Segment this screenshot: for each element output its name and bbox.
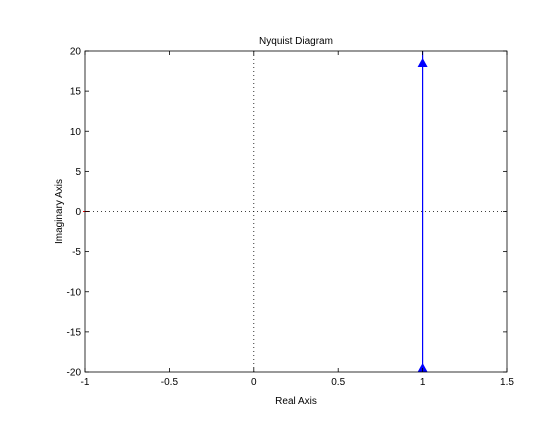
reference-lines <box>85 51 507 372</box>
plot-area <box>85 51 507 372</box>
y-tick-label: 5 <box>75 167 81 178</box>
x-tick-labels: -1 -0.5 0 0.5 1 1.5 <box>81 377 515 388</box>
x-tick-label: -1 <box>81 377 90 388</box>
y-tick-label: 20 <box>70 47 82 58</box>
x-tick-label: 0 <box>251 377 257 388</box>
x-tick-label: 1.5 <box>500 377 514 388</box>
x-tick-label: -0.5 <box>161 377 179 388</box>
direction-arrow-marker <box>417 362 428 372</box>
chart-title: Nyquist Diagram <box>259 36 333 47</box>
y-tick-label: -5 <box>72 247 81 258</box>
x-tick-label: 0.5 <box>331 377 345 388</box>
y-tick-labels: -20 -15 -10 -5 0 5 10 15 20 <box>67 47 82 379</box>
y-tick-label: 0 <box>75 207 81 218</box>
y-tick-label: -10 <box>67 287 82 298</box>
y-tick-label: -20 <box>67 368 82 379</box>
y-tick-label: -15 <box>67 327 82 338</box>
x-axis-label: Real Axis <box>275 396 317 407</box>
axis-ticks <box>84 50 508 373</box>
x-tick-label: 1 <box>420 377 426 388</box>
y-axis-label: Imaginary Axis <box>54 179 65 244</box>
direction-arrow-marker <box>417 58 428 68</box>
y-tick-label: 10 <box>70 127 82 138</box>
series-layer <box>417 51 428 372</box>
y-tick-label: 15 <box>70 87 82 98</box>
